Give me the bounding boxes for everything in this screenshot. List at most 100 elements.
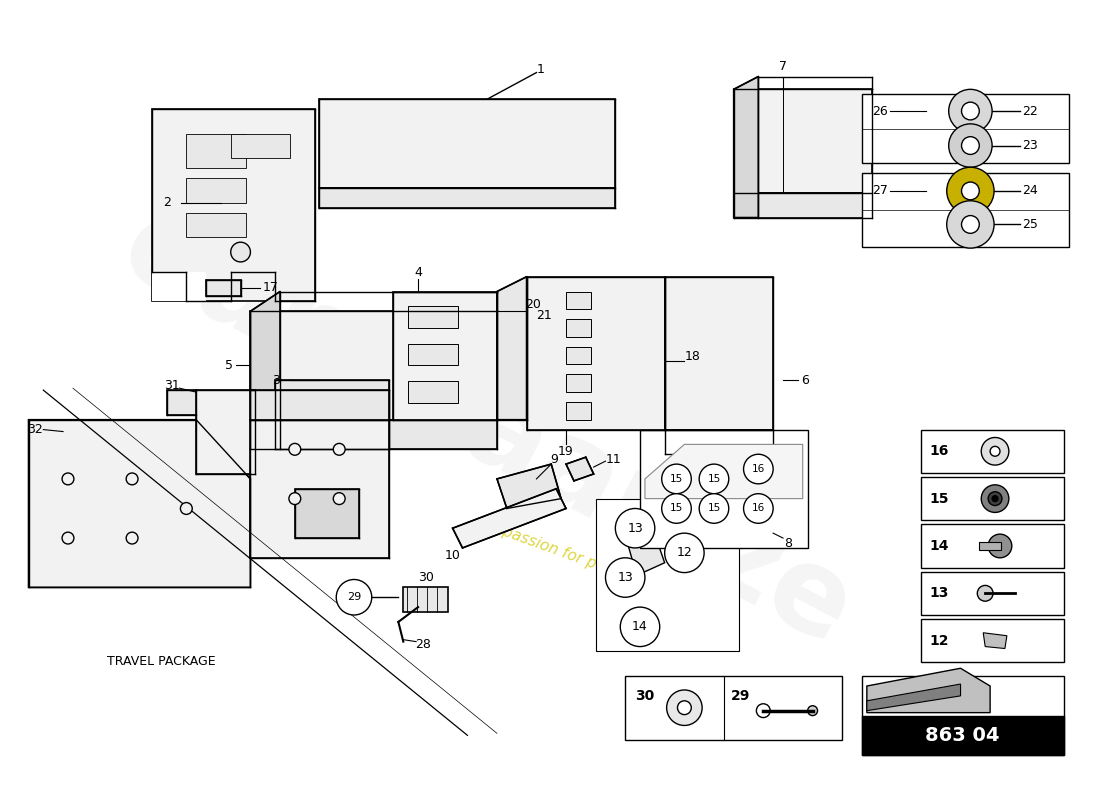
Circle shape xyxy=(126,473,138,485)
Circle shape xyxy=(605,558,645,598)
Text: 25: 25 xyxy=(1022,218,1037,231)
Circle shape xyxy=(333,443,345,455)
Text: a passion for parts since 1969®: a passion for parts since 1969® xyxy=(487,518,724,617)
Bar xyxy=(408,306,458,328)
Polygon shape xyxy=(394,291,497,420)
Text: 17: 17 xyxy=(262,281,278,294)
Circle shape xyxy=(807,706,817,715)
Bar xyxy=(921,619,1064,662)
Text: 14: 14 xyxy=(930,539,948,553)
Circle shape xyxy=(333,493,345,505)
Text: 14: 14 xyxy=(632,620,648,634)
Polygon shape xyxy=(867,668,990,713)
Text: 28: 28 xyxy=(415,638,431,651)
Bar xyxy=(862,94,1069,163)
Circle shape xyxy=(231,242,251,262)
Text: 18: 18 xyxy=(684,350,701,363)
Circle shape xyxy=(662,494,691,523)
Bar xyxy=(186,134,245,168)
Text: 22: 22 xyxy=(1022,105,1037,118)
Bar xyxy=(566,346,591,365)
Polygon shape xyxy=(645,444,803,498)
Circle shape xyxy=(757,704,770,718)
Bar xyxy=(595,498,738,651)
Polygon shape xyxy=(734,193,872,218)
Bar xyxy=(921,572,1064,615)
Polygon shape xyxy=(275,380,388,450)
Text: 32: 32 xyxy=(28,423,43,436)
Polygon shape xyxy=(404,587,448,612)
Text: europaartze: europaartze xyxy=(102,189,872,670)
Circle shape xyxy=(948,124,992,167)
Text: 13: 13 xyxy=(617,571,634,584)
Text: 2: 2 xyxy=(163,196,170,210)
Polygon shape xyxy=(734,90,872,193)
Text: 12: 12 xyxy=(676,546,692,559)
Text: 15: 15 xyxy=(670,474,683,484)
Bar xyxy=(979,542,1001,550)
Polygon shape xyxy=(251,291,280,450)
Text: 12: 12 xyxy=(930,634,948,648)
Polygon shape xyxy=(196,390,255,474)
Circle shape xyxy=(988,492,1002,506)
Text: 1: 1 xyxy=(537,63,544,76)
Bar xyxy=(862,173,1069,247)
Circle shape xyxy=(744,494,773,523)
Text: 31: 31 xyxy=(164,378,179,392)
Circle shape xyxy=(981,485,1009,513)
Text: 21: 21 xyxy=(537,309,552,322)
Text: 7: 7 xyxy=(779,60,786,73)
Bar xyxy=(408,344,458,366)
Bar xyxy=(640,430,807,548)
Polygon shape xyxy=(206,280,241,297)
Circle shape xyxy=(678,701,691,714)
Bar xyxy=(921,524,1064,568)
Text: 5: 5 xyxy=(224,359,233,372)
Circle shape xyxy=(961,182,979,200)
Polygon shape xyxy=(152,272,206,302)
Circle shape xyxy=(667,690,702,726)
Circle shape xyxy=(62,473,74,485)
Circle shape xyxy=(62,532,74,544)
Polygon shape xyxy=(983,633,1006,649)
Text: 19: 19 xyxy=(558,445,574,458)
Text: 30: 30 xyxy=(636,689,654,703)
Polygon shape xyxy=(251,420,388,558)
Polygon shape xyxy=(527,277,664,430)
Polygon shape xyxy=(166,390,196,414)
Text: 24: 24 xyxy=(1022,185,1037,198)
Polygon shape xyxy=(152,109,315,302)
Circle shape xyxy=(990,446,1000,456)
Circle shape xyxy=(744,454,773,484)
Polygon shape xyxy=(734,77,758,218)
Bar xyxy=(408,382,458,403)
Circle shape xyxy=(180,502,192,514)
Circle shape xyxy=(961,137,979,154)
Polygon shape xyxy=(251,311,497,420)
Circle shape xyxy=(961,215,979,234)
Text: 23: 23 xyxy=(1022,139,1037,152)
Text: 13: 13 xyxy=(627,522,642,534)
Text: 30: 30 xyxy=(418,571,433,584)
Polygon shape xyxy=(295,489,359,538)
Text: 15: 15 xyxy=(670,503,683,514)
Text: 29: 29 xyxy=(730,689,750,703)
Text: 10: 10 xyxy=(444,550,461,562)
Circle shape xyxy=(620,607,660,646)
Polygon shape xyxy=(867,684,960,710)
Polygon shape xyxy=(664,277,773,430)
Polygon shape xyxy=(497,464,561,509)
Bar xyxy=(921,477,1064,520)
Circle shape xyxy=(664,533,704,573)
Polygon shape xyxy=(734,431,763,454)
Bar xyxy=(186,213,245,238)
Bar xyxy=(566,291,591,310)
Polygon shape xyxy=(664,430,773,454)
Bar xyxy=(566,319,591,337)
Text: 15: 15 xyxy=(707,474,721,484)
Circle shape xyxy=(992,496,998,502)
Circle shape xyxy=(961,102,979,120)
Polygon shape xyxy=(251,420,497,450)
Circle shape xyxy=(126,532,138,544)
Text: 13: 13 xyxy=(930,586,948,600)
